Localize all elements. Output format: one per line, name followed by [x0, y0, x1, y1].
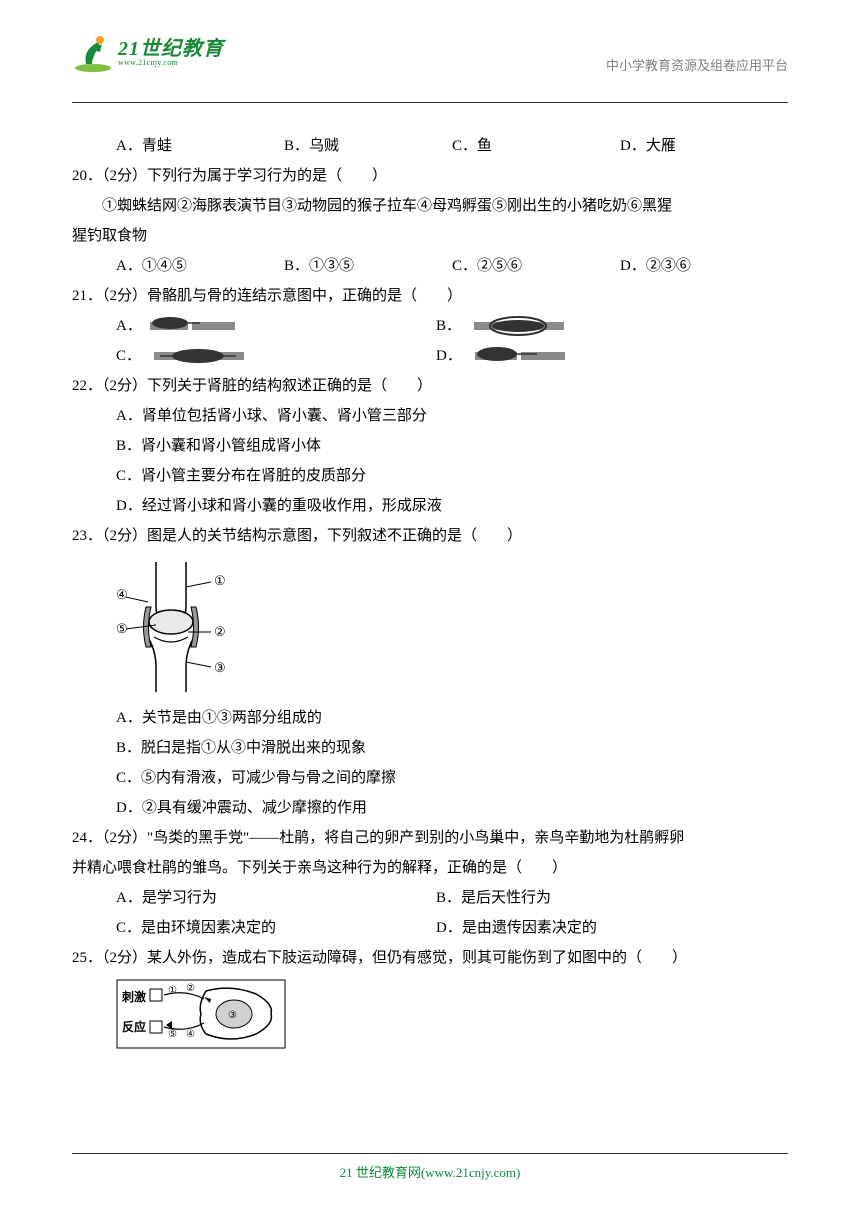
muscle-diagram-a — [150, 314, 235, 338]
q24-opt-b: B．是后天性行为 — [436, 883, 551, 913]
q20-stem: 20．（2分）下列行为属于学习行为的是（ ） — [72, 161, 788, 191]
q21-label-b: B． — [436, 311, 461, 341]
reflex-num-2: ② — [186, 983, 195, 994]
header-divider — [72, 102, 788, 103]
q19-opt-c: C．鱼 — [452, 131, 620, 161]
document-body: A．青蛙 B．乌贼 C．鱼 D．大雁 20．（2分）下列行为属于学习行为的是（ … — [72, 131, 788, 1049]
q21-opt-a: A． — [116, 311, 436, 341]
q21-opt-c: C． — [116, 341, 436, 371]
page-header: 21世纪教育 www.21cnjy.com 中小学教育资源及组卷应用平台 — [72, 32, 788, 74]
reflex-num-4: ④ — [186, 1029, 195, 1040]
q22-opt-a: A．肾单位包括肾小球、肾小囊、肾小管三部分 — [72, 401, 788, 431]
logo-main-text: 21世纪教育 — [118, 39, 224, 59]
joint-label-4: ④ — [116, 587, 128, 602]
muscle-diagram-d — [470, 344, 565, 368]
footer-divider — [72, 1153, 788, 1154]
q20-desc: ①蜘蛛结网②海豚表演节目③动物园的猴子拉车④母鸡孵蛋⑤刚出生的小猪吃奶⑥黑猩 — [72, 191, 788, 221]
q20-opt-c: C．②⑤⑥ — [452, 251, 620, 281]
q20-options: A．①④⑤ B．①③⑤ C．②⑤⑥ D．②③⑥ — [72, 251, 788, 281]
q21-stem: 21．（2分）骨骼肌与骨的连结示意图中，正确的是（ ） — [72, 281, 788, 311]
q21-label-a: A． — [116, 311, 142, 341]
q21-label-c: C． — [116, 341, 141, 371]
q24-stem-wrap: 并精心喂食杜鹃的雏鸟。下列关于亲鸟这种行为的解释，正确的是（ ） — [72, 853, 788, 883]
q20-opt-a: A．①④⑤ — [116, 251, 284, 281]
q23-stem: 23．（2分）图是人的关节结构示意图，下列叙述不正确的是（ ） — [72, 521, 788, 551]
q22-opt-d: D．经过肾小球和肾小囊的重吸收作用，形成尿液 — [72, 491, 788, 521]
reflex-label-stim: 刺激 — [121, 989, 146, 1004]
q21-row2: C． D． — [72, 341, 788, 371]
joint-label-5: ⑤ — [116, 621, 128, 636]
joint-label-1: ① — [214, 573, 226, 588]
q24-opt-d: D．是由遗传因素决定的 — [436, 913, 597, 943]
reflex-num-5: ⑤ — [168, 1029, 177, 1040]
reflex-arc-diagram: 刺激 反应 ① ② ⑤ ④ ③ — [116, 979, 286, 1049]
footer-text: 21 世纪教育网(www.21cnjy.com) — [0, 1162, 860, 1181]
q24-opt-a: A．是学习行为 — [116, 883, 436, 913]
q21-label-d: D． — [436, 341, 462, 371]
q20-opt-d: D．②③⑥ — [620, 251, 788, 281]
q23-opt-a: A．关节是由①③两部分组成的 — [72, 703, 788, 733]
q23-opt-c: C．⑤内有滑液，可减少骨与骨之间的摩擦 — [72, 763, 788, 793]
q24-opt-c: C．是由环境因素决定的 — [116, 913, 436, 943]
q19-opt-d: D．大雁 — [620, 131, 788, 161]
joint-label-3: ③ — [214, 660, 226, 675]
q21-opt-b: B． — [436, 311, 564, 341]
q22-stem: 22．（2分）下列关于肾脏的结构叙述正确的是（ ） — [72, 371, 788, 401]
q20-opt-b: B．①③⑤ — [284, 251, 452, 281]
logo-icon — [72, 32, 114, 74]
q23-opt-d: D．②具有缓冲震动、减少摩擦的作用 — [72, 793, 788, 823]
q21-opt-d: D． — [436, 341, 565, 371]
q22-opt-c: C．肾小管主要分布在肾脏的皮质部分 — [72, 461, 788, 491]
q24-row2: C．是由环境因素决定的 D．是由遗传因素决定的 — [72, 913, 788, 943]
q23-opt-b: B．脱臼是指①从③中滑脱出来的现象 — [72, 733, 788, 763]
q20-desc-wrap: 猩钓取食物 — [72, 221, 788, 251]
muscle-diagram-b — [469, 314, 564, 338]
q19-opt-a: A．青蛙 — [116, 131, 284, 161]
joint-label-2: ② — [214, 624, 226, 639]
logo-sub-text: www.21cnjy.com — [118, 59, 224, 67]
reflex-num-1: ① — [168, 985, 177, 996]
logo-text: 21世纪教育 www.21cnjy.com — [118, 39, 224, 67]
q21-row1: A． B． — [72, 311, 788, 341]
muscle-diagram-c — [149, 344, 244, 368]
q24-stem: 24．（2分）"鸟类的黑手党"——杜鹃，将自己的卵产到别的小鸟巢中，亲鸟辛勤地为… — [72, 823, 788, 853]
joint-diagram: ① ② ③ ④ ⑤ — [116, 557, 246, 697]
page-footer: 21 世纪教育网(www.21cnjy.com) — [0, 1153, 860, 1181]
q19-options: A．青蛙 B．乌贼 C．鱼 D．大雁 — [72, 131, 788, 161]
q19-opt-b: B．乌贼 — [284, 131, 452, 161]
q25-stem: 25．（2分）某人外伤，造成右下肢运动障碍，但仍有感觉，则其可能伤到了如图中的（… — [72, 943, 788, 973]
q22-opt-b: B．肾小囊和肾小管组成肾小体 — [72, 431, 788, 461]
logo: 21世纪教育 www.21cnjy.com — [72, 32, 224, 74]
q24-row1: A．是学习行为 B．是后天性行为 — [72, 883, 788, 913]
header-right-text: 中小学教育资源及组卷应用平台 — [606, 55, 788, 74]
reflex-num-3: ③ — [228, 1010, 237, 1021]
reflex-label-resp: 反应 — [122, 1019, 146, 1034]
